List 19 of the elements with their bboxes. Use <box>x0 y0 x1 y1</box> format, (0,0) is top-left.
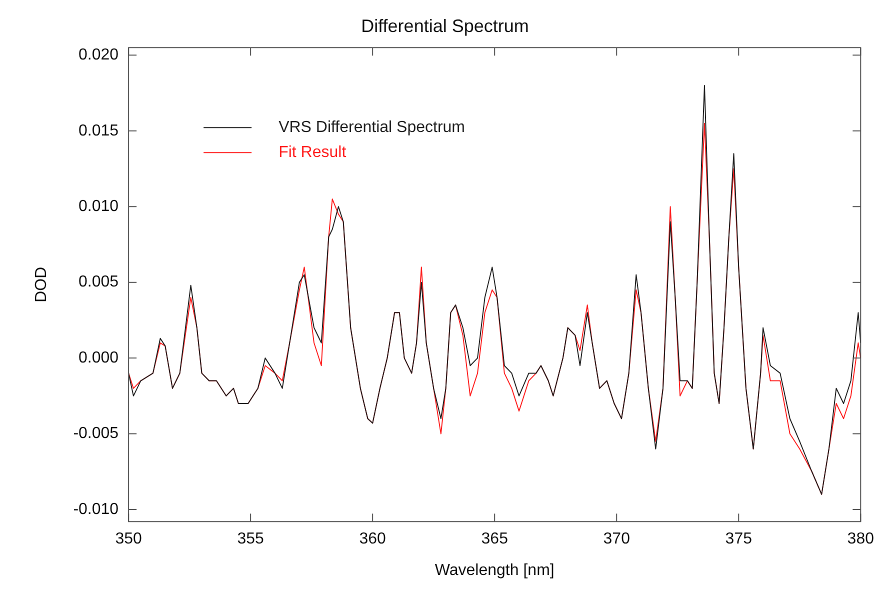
chart-title: Differential Spectrum <box>361 16 529 36</box>
y-tick-label: 0.000 <box>78 349 119 366</box>
x-axis-title: Wavelength [nm] <box>434 562 554 579</box>
x-tick-label: 375 <box>725 530 752 548</box>
y-tick-label: 0.005 <box>78 274 119 291</box>
x-tick-label: 355 <box>237 530 264 548</box>
y-tick-label: 0.020 <box>78 46 119 64</box>
y-tick-label: -0.010 <box>73 500 119 518</box>
legend-label: Fit Result <box>278 144 347 162</box>
y-axis-title: DOD <box>33 266 50 302</box>
x-tick-label: 360 <box>359 530 386 548</box>
y-tick-label: 0.015 <box>78 122 119 140</box>
x-tick-label: 350 <box>115 530 142 548</box>
y-tick-label: 0.010 <box>78 198 119 216</box>
x-tick-label: 370 <box>603 530 630 548</box>
y-tick-label: -0.005 <box>73 425 119 442</box>
legend-label: VRS Differential Spectrum <box>278 119 466 136</box>
x-tick-label: 365 <box>481 530 508 548</box>
x-tick-label: 380 <box>847 530 874 548</box>
